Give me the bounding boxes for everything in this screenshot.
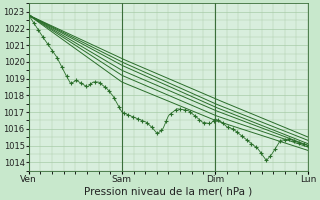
X-axis label: Pression niveau de la mer( hPa ): Pression niveau de la mer( hPa ): [84, 187, 253, 197]
